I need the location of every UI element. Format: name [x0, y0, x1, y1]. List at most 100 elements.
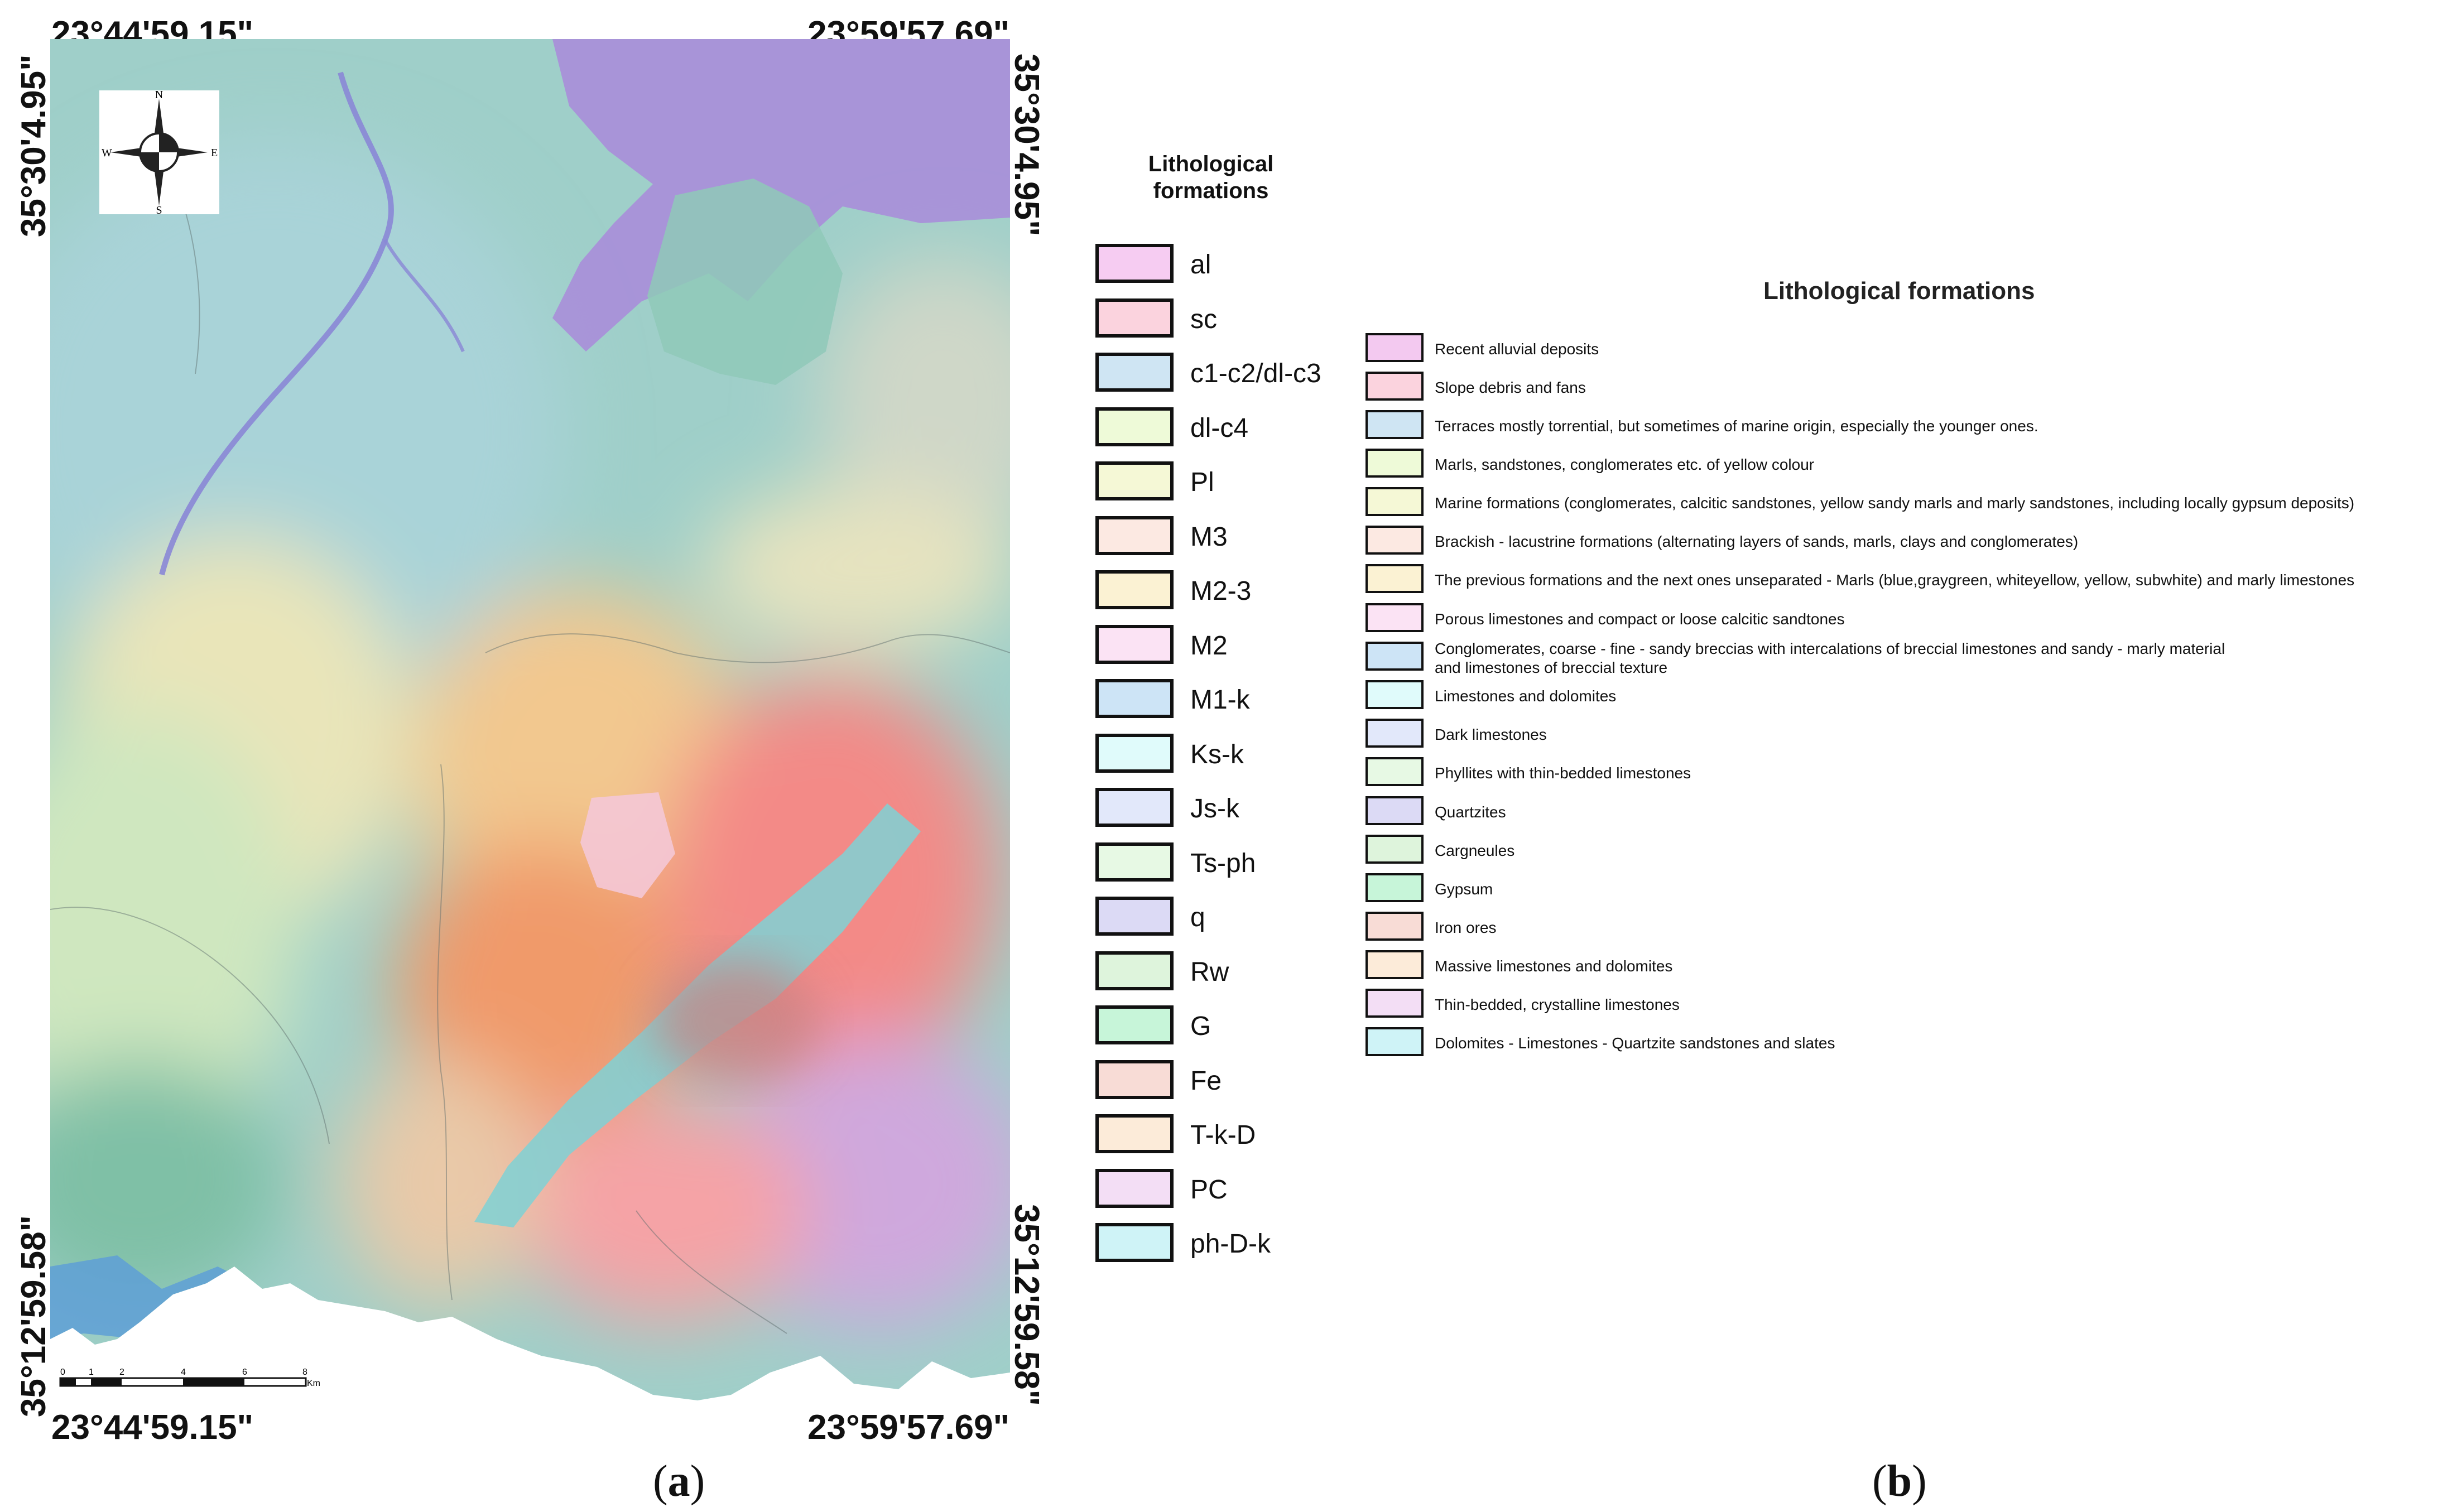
- legend-a-swatch: [1095, 1168, 1174, 1208]
- legend-a-swatch: [1095, 842, 1174, 882]
- legend-a-title: Lithological formations: [1110, 151, 1311, 204]
- legend-a-title-line1: Lithological: [1148, 152, 1274, 176]
- legend-a-swatch: [1095, 1005, 1174, 1044]
- legend-b-swatch: [1365, 603, 1424, 632]
- legend-a-title-line2: formations: [1153, 179, 1269, 203]
- legend-a-label: dl-c4: [1190, 413, 1249, 443]
- legend-b-swatch: [1365, 835, 1424, 864]
- legend-b-label: The previous formations and the next one…: [1435, 571, 2354, 590]
- legend-b-label-line: Cargneules: [1435, 842, 1515, 859]
- legend-b-label: Marine formations (conglomerates, calcit…: [1435, 494, 2354, 513]
- legend-b-label-line: Quartzites: [1435, 803, 1506, 821]
- legend-b-label: Conglomerates, coarse - fine - sandy bre…: [1435, 639, 2225, 677]
- coord-left-lower: 35°12'59.58": [15, 1215, 53, 1417]
- legend-b-label-line: Dark limestones: [1435, 726, 1547, 743]
- legend-b-swatch: [1365, 449, 1424, 478]
- legend-b-label-line: The previous formations and the next one…: [1435, 571, 2355, 589]
- legend-b-label: Massive limestones and dolomites: [1435, 957, 1672, 976]
- caption-a-letter: a: [667, 1457, 690, 1506]
- legend-b-swatch: [1365, 719, 1424, 748]
- coord-bottom-left: 23°44'59.15": [51, 1408, 254, 1447]
- legend-b-label: Limestones and dolomites: [1435, 687, 1616, 706]
- coord-left-upper: 35°30'4.95": [15, 54, 53, 237]
- legend-b-swatch: [1365, 989, 1424, 1018]
- legend-b-swatch: [1365, 680, 1424, 709]
- scale-tick-1: 1: [89, 1367, 94, 1377]
- legend-b-label-line: Thin-bedded, crystalline limestones: [1435, 996, 1680, 1013]
- legend-b-label-line: Terraces mostly torrential, but sometime…: [1435, 417, 2038, 435]
- legend-b-label-line: Recent alluvial deposits: [1435, 340, 1599, 358]
- legend-a-label: G: [1190, 1012, 1211, 1041]
- legend-a-swatch: [1095, 788, 1174, 827]
- coord-bottom-right: 23°59'57.69": [807, 1408, 1010, 1447]
- legend-a-label: M2-3: [1190, 576, 1252, 606]
- caption-b-letter: b: [1887, 1457, 1912, 1506]
- legend-b-label: Dolomites - Limestones - Quartzite sands…: [1435, 1034, 1835, 1053]
- legend-a-label: ph-D-k: [1190, 1229, 1271, 1259]
- scale-tick-6: 6: [242, 1367, 247, 1377]
- legend-b-label: Quartzites: [1435, 803, 1506, 822]
- compass-s: S: [156, 204, 162, 214]
- lithological-map: N S W E: [50, 39, 1010, 1400]
- scale-tick-8: 8: [302, 1367, 307, 1377]
- legend-a-swatch: [1095, 298, 1174, 338]
- legend-a-label: Rw: [1190, 957, 1229, 987]
- legend-a-label: q: [1190, 903, 1205, 932]
- caption-b: (b): [1872, 1457, 1927, 1506]
- legend-b-label-line: Massive limestones and dolomites: [1435, 957, 1673, 975]
- legend-a-label: PC: [1190, 1174, 1228, 1205]
- legend-a-swatch: [1095, 244, 1174, 283]
- legend-b-swatch: [1365, 564, 1424, 593]
- legend-a-label: M2: [1190, 630, 1228, 661]
- legend-a-swatch: [1095, 1223, 1174, 1262]
- legend-b-label-line: Conglomerates, coarse - fine - sandy bre…: [1435, 640, 2225, 657]
- coord-right-lower: 35°12'59.58": [1007, 1204, 1046, 1407]
- legend-b-label: Thin-bedded, crystalline limestones: [1435, 995, 1680, 1014]
- legend-b-label: Brackish - lacustrine formations (altern…: [1435, 532, 2078, 551]
- scale-bar-graphic: 0 1 2 4 6 8 Km: [59, 1367, 320, 1388]
- legend-b-label-line: Gypsum: [1435, 880, 1493, 898]
- legend-b-swatch: [1365, 1027, 1424, 1056]
- legend-b-label-line: Iron ores: [1435, 919, 1497, 936]
- legend-b-label: Phyllites with thin-bedded limestones: [1435, 764, 1691, 783]
- compass-e: E: [211, 147, 218, 159]
- compass-rose-icon: N S W E: [102, 89, 218, 216]
- legend-b-label-line: Marls, sandstones, conglomerates etc. of…: [1435, 456, 1815, 473]
- legend-a-swatch: [1095, 461, 1174, 500]
- legend-b-label: Recent alluvial deposits: [1435, 340, 1599, 359]
- legend-a-swatch: [1095, 733, 1174, 773]
- scale-bar: 0 1 2 4 6 8 Km: [58, 1361, 326, 1396]
- legend-b-label-line: Limestones and dolomites: [1435, 687, 1617, 705]
- legend-a-swatch: [1095, 407, 1174, 446]
- legend-b-label: Dark limestones: [1435, 725, 1547, 744]
- legend-b-label: Slope debris and fans: [1435, 378, 1586, 397]
- legend-b-swatch: [1365, 642, 1424, 671]
- legend-a-swatch: [1095, 1060, 1174, 1099]
- legend-b-label-line: Slope debris and fans: [1435, 379, 1586, 396]
- legend-b-label: Iron ores: [1435, 918, 1497, 937]
- legend-b-label: Marls, sandstones, conglomerates etc. of…: [1435, 455, 1814, 474]
- legend-a-swatch: [1095, 897, 1174, 936]
- scale-unit: Km: [307, 1379, 320, 1388]
- legend-a-label: Ts-ph: [1190, 848, 1256, 878]
- compass-rose: N S W E: [99, 89, 219, 216]
- legend-a-swatch: [1095, 624, 1174, 664]
- legend-a-swatch: [1095, 353, 1174, 392]
- legend-b-swatch: [1365, 410, 1424, 439]
- legend-b-label-line: Marine formations (conglomerates, calcit…: [1435, 494, 2355, 512]
- legend-a-label: Ks-k: [1190, 739, 1244, 769]
- legend-b-label: Cargneules: [1435, 841, 1514, 860]
- legend-b-swatch: [1365, 526, 1424, 555]
- legend-b-label-line: Brackish - lacustrine formations (altern…: [1435, 533, 2079, 550]
- legend-a-swatch: [1095, 951, 1174, 990]
- legend-a-swatch: [1095, 679, 1174, 718]
- legend-b-swatch: [1365, 333, 1424, 362]
- legend-b-label-line: Porous limestones and compact or loose c…: [1435, 610, 1845, 628]
- legend-b-swatch: [1365, 372, 1424, 401]
- legend-a-label: Fe: [1190, 1066, 1222, 1096]
- legend-a-label: Js-k: [1190, 794, 1239, 824]
- compass-n: N: [155, 90, 163, 101]
- legend-a-label: c1-c2/dl-c3: [1190, 359, 1321, 388]
- scale-tick-0: 0: [60, 1367, 65, 1377]
- legend-b-label: Terraces mostly torrential, but sometime…: [1435, 417, 2038, 436]
